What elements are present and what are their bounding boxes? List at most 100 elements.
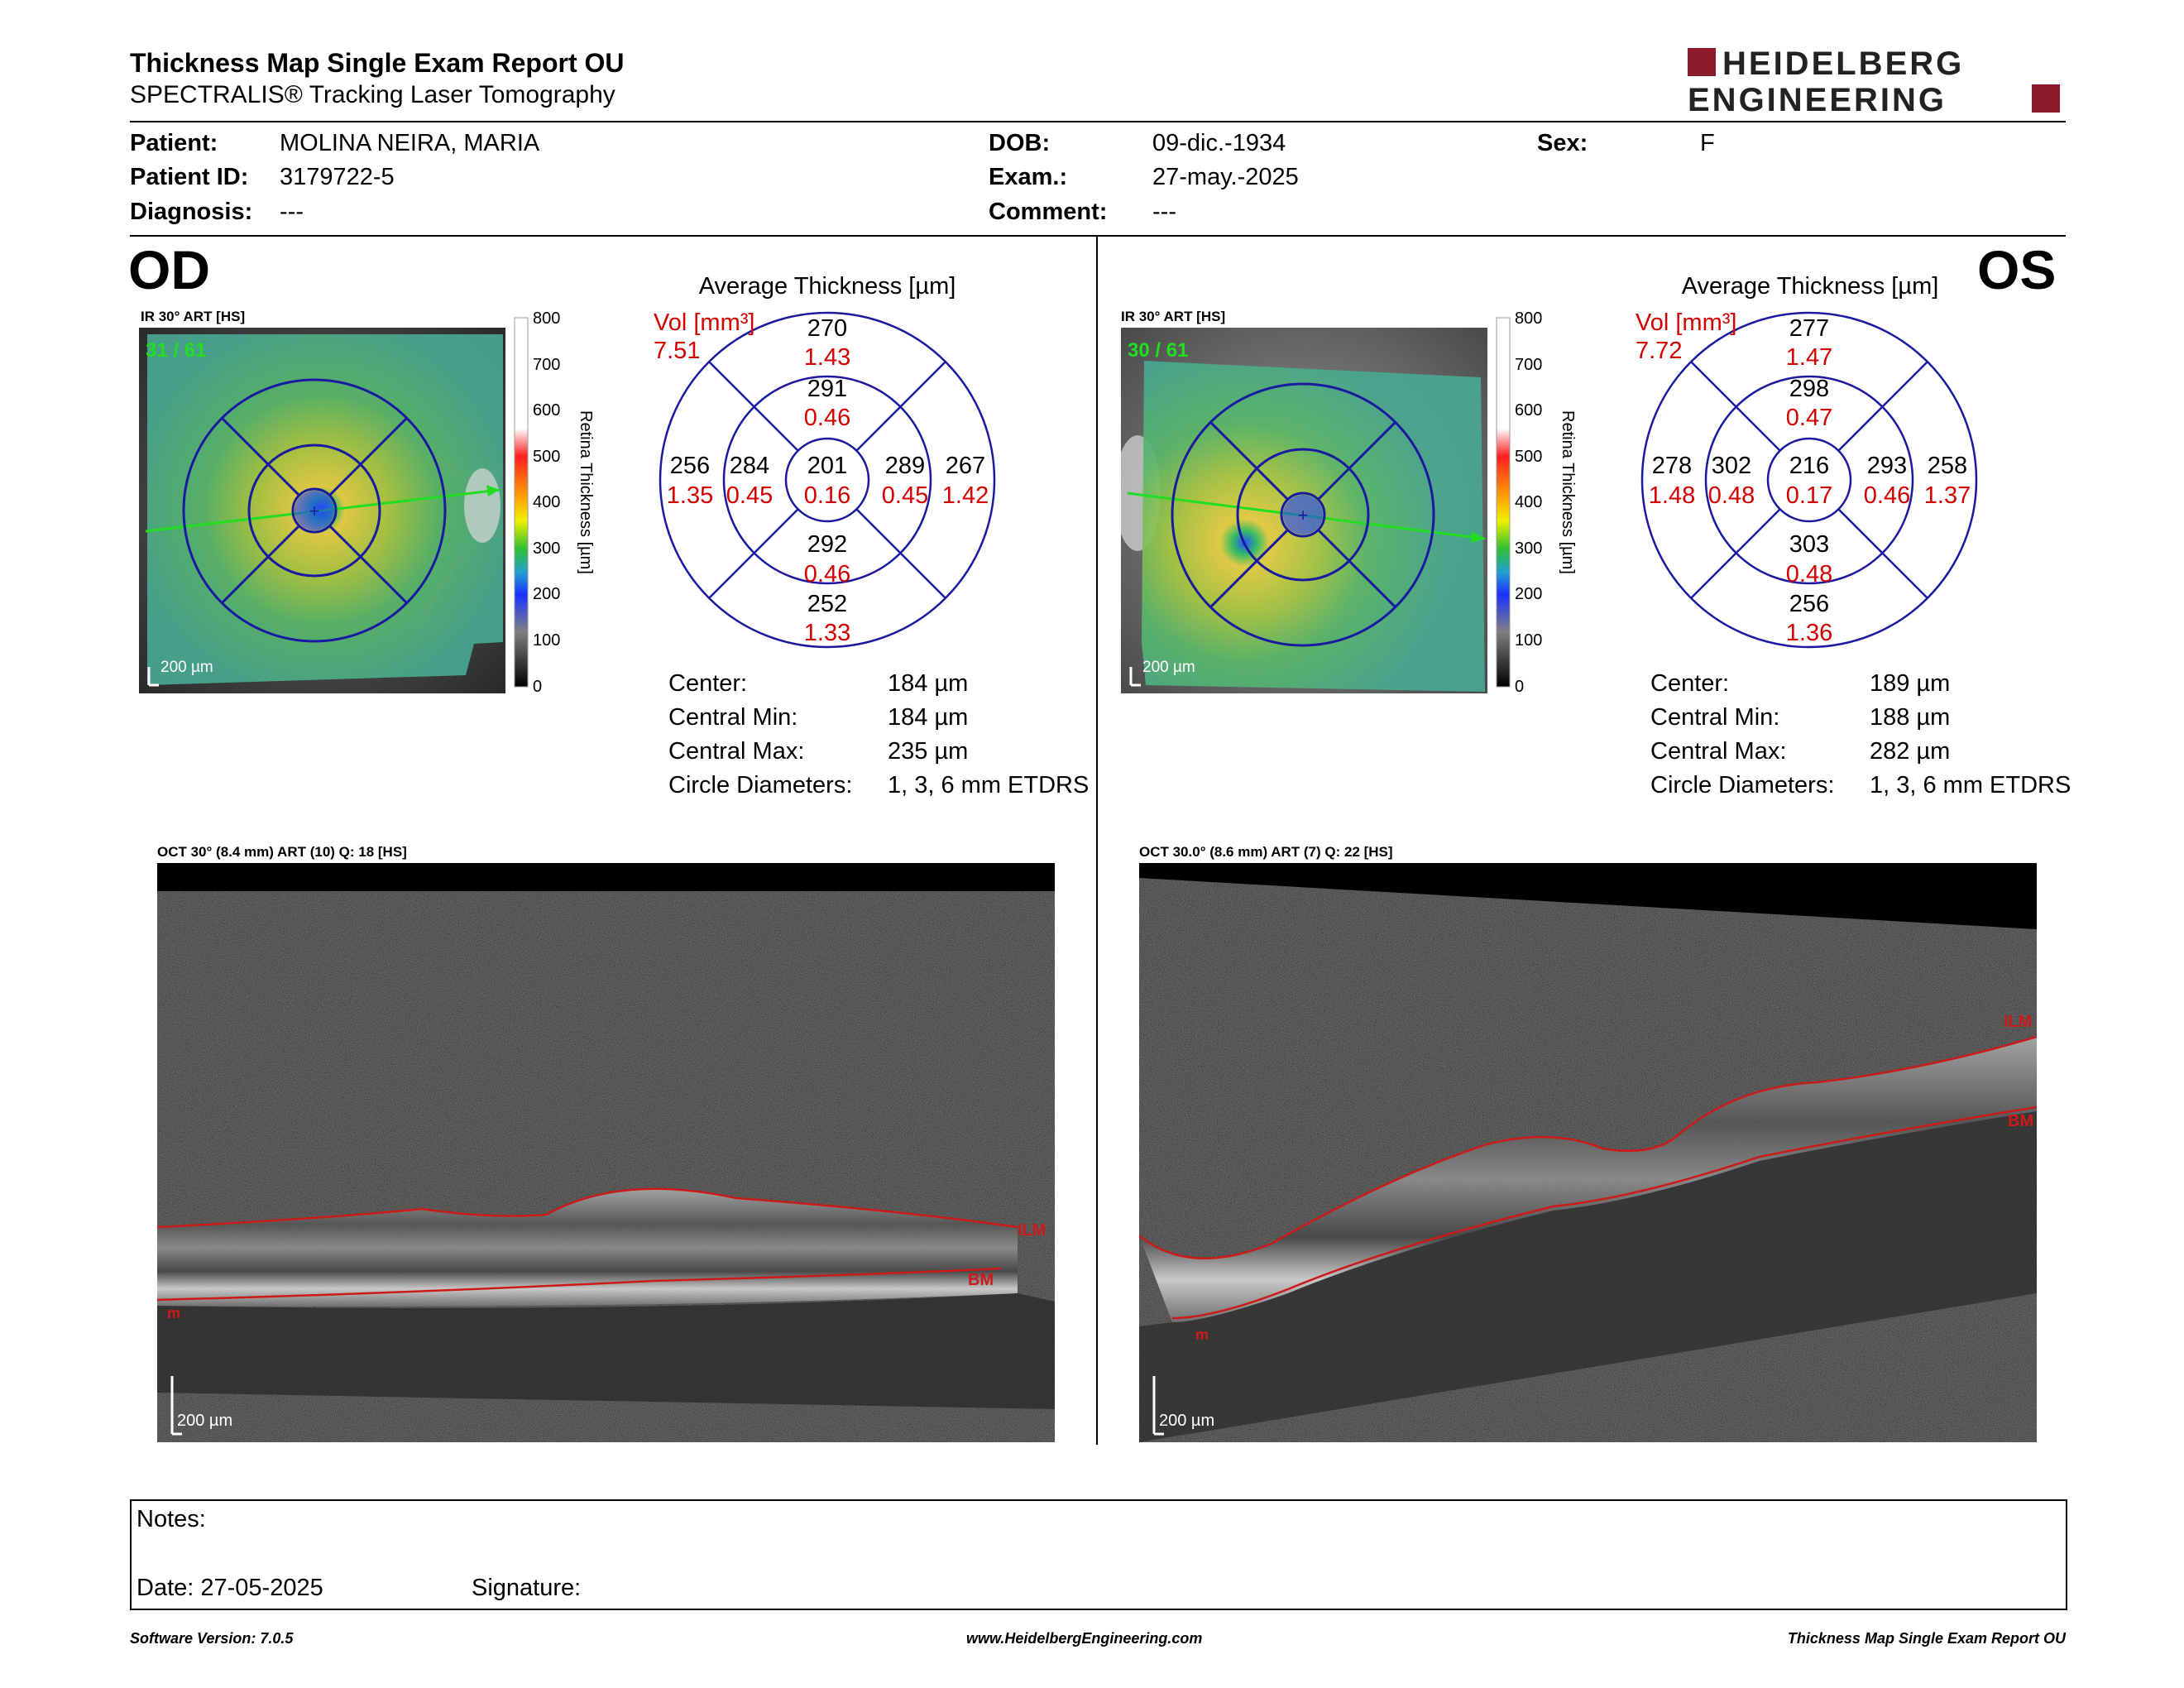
svg-text:+: + — [1298, 505, 1309, 525]
sex-label: Sex: — [1537, 130, 1588, 156]
exam-value: 27-may.-2025 — [1152, 164, 1299, 190]
patient-label: Patient: — [130, 130, 218, 156]
os-outer-sup-volume: 1.47 — [1786, 344, 1832, 371]
os-scale-tick: 200 — [1515, 585, 1542, 603]
os-inner-sup-thickness: 298 — [1789, 376, 1829, 402]
od-scale-tick: 300 — [533, 539, 560, 558]
brand-line2: ENGINEERING — [1688, 82, 1947, 117]
od-inner-inf-volume: 0.46 — [804, 561, 850, 587]
od-m-label: m — [167, 1305, 180, 1321]
od-etdrs-chart: 270 1.43 291 0.46 201 0.16 284 0.45 289 … — [645, 306, 1009, 654]
os-scale-tick: 300 — [1515, 539, 1542, 558]
os-oct-scalebar: 200 µm — [1159, 1412, 1214, 1430]
notes-label: Notes: — [136, 1506, 206, 1532]
od-inner-right-volume: 0.45 — [882, 482, 928, 509]
os-scale-tick: 400 — [1515, 493, 1542, 511]
os-min-label: Central Min: — [1650, 704, 1780, 731]
os-scale-tick: 800 — [1515, 311, 1542, 328]
os-scale-axis-label: Retina Thickness [µm] — [1559, 410, 1576, 574]
od-inner-left-thickness: 284 — [730, 453, 769, 479]
od-outer-left-thickness: 256 — [670, 453, 710, 479]
patient-id-label: Patient ID: — [130, 164, 249, 190]
footer-website[interactable]: www.HeidelbergEngineering.com — [966, 1630, 1203, 1647]
diagnosis-label: Diagnosis: — [130, 199, 253, 225]
od-scale-tick: 800 — [533, 311, 560, 328]
os-avg-title: Average Thickness [µm] — [1681, 273, 1939, 300]
od-scale-tick: 200 — [533, 585, 560, 603]
od-thickness-scale: 800 700 600 500 400 300 200 100 0 Retina… — [511, 309, 595, 696]
os-inner-right-thickness: 293 — [1867, 453, 1907, 479]
os-outer-left-volume: 1.48 — [1649, 482, 1695, 509]
os-ir-scalebar: 200 µm — [1142, 659, 1195, 676]
os-max-value: 282 µm — [1870, 738, 1951, 765]
os-center-label: Center: — [1650, 670, 1730, 697]
sex-value: F — [1700, 130, 1715, 156]
os-scale-tick: 100 — [1515, 631, 1542, 650]
od-center-volume: 0.16 — [804, 482, 850, 509]
od-inner-right-thickness: 289 — [885, 453, 925, 479]
signature-label: Signature: — [472, 1575, 582, 1601]
os-scale-tick: 700 — [1515, 356, 1542, 374]
od-outer-left-volume: 1.35 — [667, 482, 713, 509]
od-circ-label: Circle Diameters: — [668, 772, 853, 798]
os-circ-value: 1, 3, 6 mm ETDRS — [1870, 772, 2071, 798]
od-center-label: Center: — [668, 670, 748, 697]
os-ilm-label: ILM — [2004, 1013, 2032, 1031]
os-frames: 30 / 61 — [1128, 339, 1188, 362]
notes-box[interactable] — [130, 1499, 2067, 1610]
os-inner-left-volume: 0.48 — [1708, 482, 1755, 509]
os-outer-right-volume: 1.37 — [1924, 482, 1971, 509]
od-outer-right-volume: 1.42 — [942, 482, 989, 509]
od-outer-right-thickness: 267 — [946, 453, 985, 479]
od-inner-sup-thickness: 291 — [807, 376, 847, 402]
od-scale-tick: 0 — [533, 678, 542, 692]
os-circ-label: Circle Diameters: — [1650, 772, 1835, 798]
od-outer-inf-volume: 1.33 — [804, 620, 850, 646]
report-title: Thickness Map Single Exam Report OU — [130, 48, 625, 78]
os-outer-sup-thickness: 277 — [1789, 315, 1829, 342]
os-oct-bscan: ILM BM m 200 µm — [1138, 863, 2038, 1442]
od-scale-tick: 500 — [533, 448, 560, 466]
os-center-volume: 0.17 — [1786, 482, 1832, 509]
footer-report: Thickness Map Single Exam Report OU — [1787, 1630, 2066, 1647]
svg-text:+: + — [309, 501, 320, 521]
os-outer-left-thickness: 278 — [1652, 453, 1692, 479]
brand-logo: HEIDELBERG ENGINEERING — [1679, 43, 2068, 118]
os-etdrs-chart: 277 1.47 298 0.47 216 0.17 302 0.48 293 … — [1627, 306, 1991, 654]
od-outer-sup-thickness: 270 — [807, 315, 847, 342]
od-circ-value: 1, 3, 6 mm ETDRS — [888, 772, 1090, 798]
info-divider — [130, 235, 2066, 237]
comment-value: --- — [1152, 199, 1176, 225]
exam-label: Exam.: — [989, 164, 1068, 190]
os-vol-label: Vol [mm³] — [1636, 309, 1737, 336]
os-bm-label: BM — [2008, 1112, 2033, 1130]
od-min-label: Central Min: — [668, 704, 798, 731]
dob-value: 09-dic.-1934 — [1152, 130, 1286, 156]
os-scale-tick: 600 — [1515, 401, 1542, 420]
report-subtitle: SPECTRALIS® Tracking Laser Tomography — [130, 81, 615, 108]
od-eye-label: OD — [128, 239, 210, 300]
os-max-label: Central Max: — [1650, 738, 1787, 765]
os-m-label: m — [1195, 1326, 1209, 1343]
patient-value: MOLINA NEIRA, MARIA — [280, 130, 540, 156]
os-scale-tick: 500 — [1515, 448, 1542, 466]
od-inner-inf-thickness: 292 — [807, 531, 847, 558]
od-scale-tick: 100 — [533, 631, 560, 650]
eye-divider — [1096, 237, 1098, 1445]
od-oct-bscan: ILM BM m 200 µm — [156, 863, 1055, 1442]
od-oct-scalebar: 200 µm — [177, 1412, 232, 1430]
brand-line1: HEIDELBERG — [1722, 46, 1964, 82]
os-center-thickness: 216 — [1789, 453, 1829, 479]
os-oct-label: OCT 30.0° (8.6 mm) ART (7) Q: 22 [HS] — [1139, 844, 1393, 860]
od-outer-inf-thickness: 252 — [807, 591, 847, 617]
od-ir-image: + 31 / 61 200 µm — [139, 328, 505, 693]
patient-id-value: 3179722-5 — [280, 164, 395, 190]
os-outer-right-thickness: 258 — [1928, 453, 1967, 479]
os-min-value: 188 µm — [1870, 704, 1951, 731]
os-inner-inf-thickness: 303 — [1789, 531, 1829, 558]
od-max-label: Central Max: — [668, 738, 805, 765]
od-center-thickness: 201 — [807, 453, 847, 479]
od-min-value: 184 µm — [888, 704, 969, 731]
os-inner-inf-volume: 0.48 — [1786, 561, 1832, 587]
os-eye-label: OS — [1977, 239, 2057, 300]
